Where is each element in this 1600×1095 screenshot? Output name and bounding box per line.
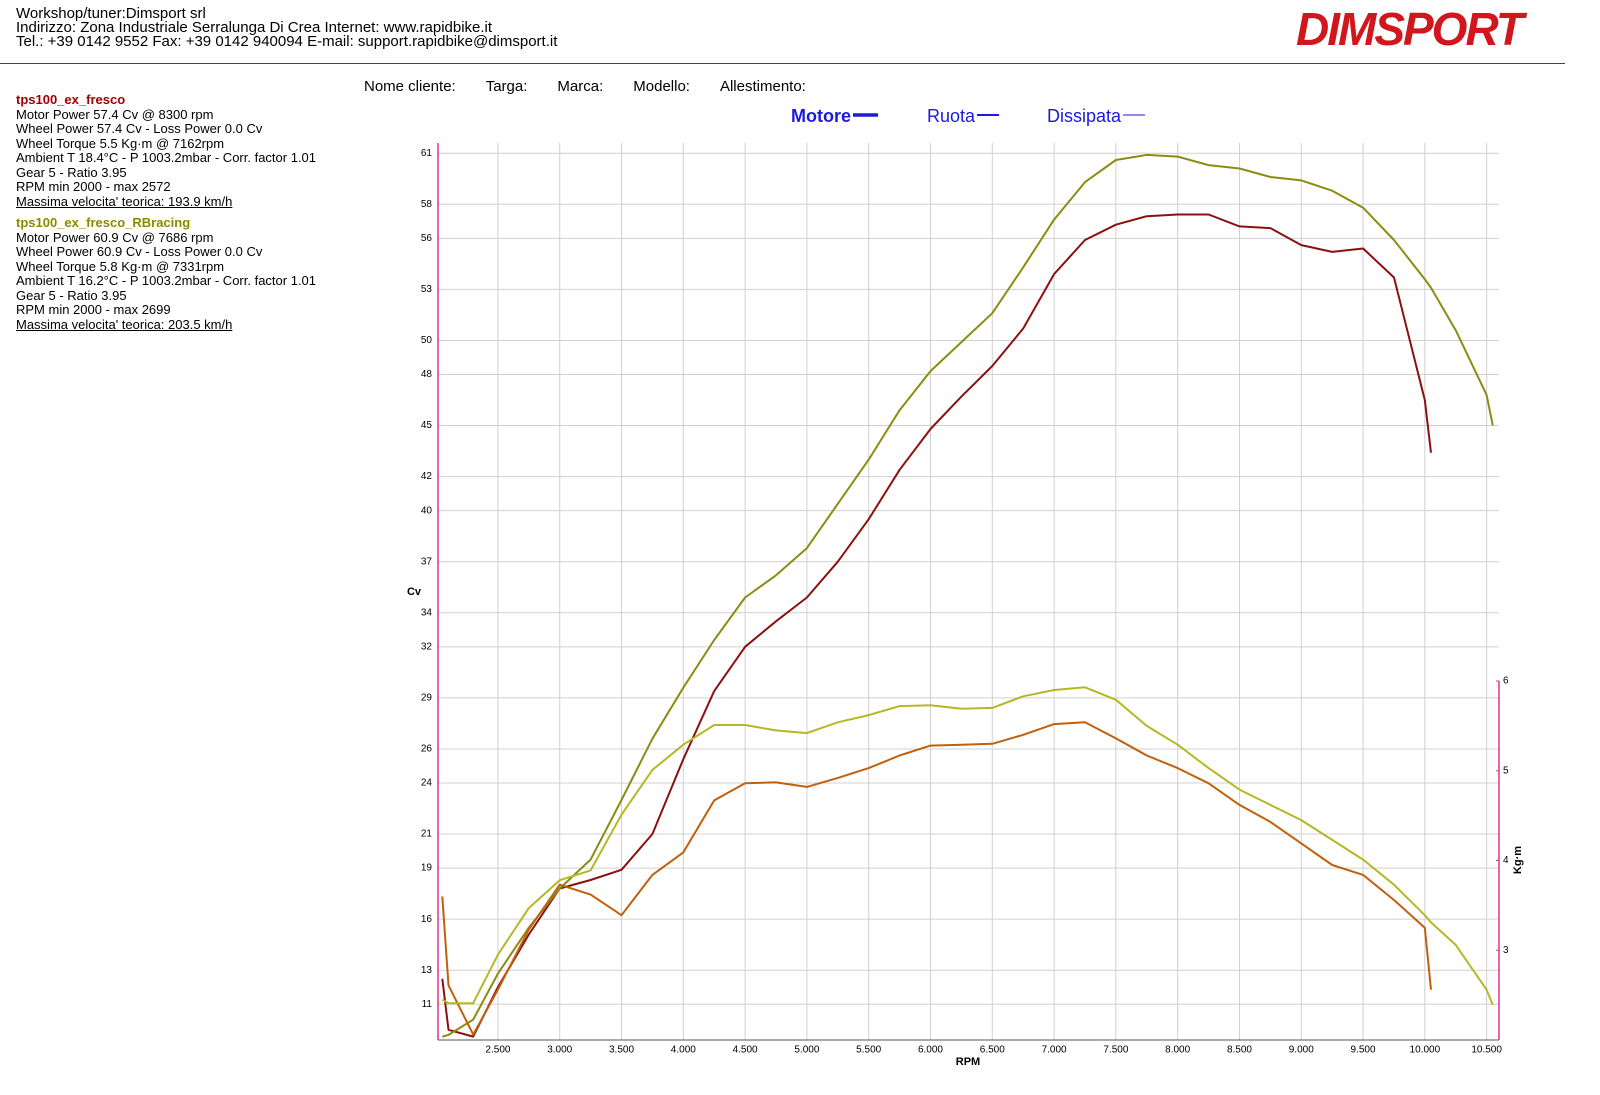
- header-line: Indirizzo: Zona Industriale Serralunga D…: [16, 19, 493, 36]
- y2-tick-label: 3: [1503, 945, 1509, 956]
- y-tick-label: 42: [421, 471, 433, 482]
- field: Nome cliente:: [364, 78, 456, 95]
- legend-label: Dissipata: [1047, 106, 1122, 126]
- y2-tick-label: 4: [1503, 855, 1509, 866]
- field: Modello:: [633, 78, 690, 95]
- y-tick-label: 48: [421, 369, 433, 380]
- y-tick-label: 16: [421, 914, 433, 925]
- run-line: Wheel Torque 5.5 Kg·m @ 7162rpm: [16, 135, 225, 151]
- x-tick-label: 2.500: [485, 1045, 510, 1056]
- run-name: tps100_ex_fresco_RBracing: [16, 215, 191, 230]
- y-tick-label: 50: [421, 335, 433, 346]
- series-line: [441, 686, 1494, 1006]
- y-tick-label: 58: [421, 199, 433, 210]
- x-tick-label: 9.500: [1351, 1045, 1376, 1056]
- run-line: Wheel Torque 5.8 Kg·m @ 7331rpm: [16, 258, 225, 274]
- field: Marca:: [557, 78, 604, 95]
- legend-label: Ruota: [927, 106, 976, 126]
- run-line: Motor Power 57.4 Cv @ 8300 rpm: [16, 106, 214, 122]
- run-line: Gear 5 - Ratio 3.95: [16, 287, 127, 303]
- y-tick-label: 45: [421, 420, 433, 431]
- x-tick-label: 8.500: [1227, 1045, 1252, 1056]
- y-tick-label: 53: [421, 284, 433, 295]
- x-tick-label: 10.500: [1471, 1045, 1502, 1056]
- y2-tick-label: 6: [1503, 676, 1509, 687]
- legend-label: Motore: [791, 106, 851, 126]
- y-tick-label: 40: [421, 505, 433, 516]
- y-tick-label: 26: [421, 744, 433, 755]
- run: tps100_ex_fresco_RBracing Motor Power 60.…: [16, 215, 317, 332]
- run-panel: tps100_ex_fresco Motor Power 57.4 Cv @ 83…: [16, 92, 317, 339]
- x-tick-label: 7.000: [1042, 1045, 1067, 1056]
- y-tick-label: 34: [421, 607, 433, 618]
- x-tick-label: 3.000: [547, 1045, 572, 1056]
- header-line: Tel.: +39 0142 9552 Fax: +39 0142 940094…: [16, 33, 558, 50]
- y2-tick-label: 5: [1503, 765, 1509, 776]
- y-axis-label: Cv: [407, 586, 422, 598]
- logo: DIMSPORT: [1296, 3, 1524, 55]
- run-line: RPM min 2000 - max 2572: [16, 179, 171, 194]
- x-tick-label: 3.500: [609, 1045, 634, 1056]
- run-line: Wheel Power 57.4 Cv - Loss Power 0.0 Cv: [16, 121, 263, 136]
- y-tick-label: 13: [421, 965, 433, 976]
- y-tick-label: 21: [421, 829, 433, 840]
- y-tick-label: 56: [421, 233, 433, 244]
- header-line: Workshop/tuner:Dimsport srl: [16, 5, 206, 22]
- x-tick-label: 5.000: [794, 1045, 819, 1056]
- run-line: Wheel Power 60.9 Cv - Loss Power 0.0 Cv: [16, 244, 263, 259]
- y-tick-label: 11: [422, 999, 433, 1010]
- x-tick-label: 7.500: [1103, 1045, 1128, 1056]
- x-tick-label: 6.500: [980, 1045, 1005, 1056]
- run-line: Gear 5 - Ratio 3.95: [16, 164, 127, 180]
- series-line: [441, 721, 1432, 1036]
- x-tick-label: 8.000: [1165, 1045, 1190, 1056]
- x-tick-label: 9.000: [1289, 1045, 1314, 1056]
- x-tick-label: 6.000: [918, 1045, 943, 1056]
- y-tick-label: 19: [421, 863, 433, 874]
- x-tick-label: 4.000: [671, 1045, 696, 1056]
- x-tick-label: 10.000: [1410, 1045, 1441, 1056]
- series-line: [441, 213, 1432, 1038]
- y-tick-label: 61: [421, 148, 433, 159]
- run-line: Massima velocita' teorica: 193.9 km/h: [16, 193, 233, 209]
- run-line: Ambient T 18.4°C - P 1003.2mbar - Corr. …: [16, 150, 317, 165]
- y-tick-label: 32: [421, 641, 433, 652]
- run: tps100_ex_fresco Motor Power 57.4 Cv @ 83…: [16, 92, 317, 209]
- run-line: Massima velocita' teorica: 203.5 km/h: [16, 316, 233, 332]
- field: Targa:: [485, 78, 528, 95]
- series-line: [442, 153, 1494, 1038]
- y-tick-label: 29: [421, 693, 433, 704]
- x-tick-label: 4.500: [733, 1045, 758, 1056]
- x-axis-label: RPM: [956, 1056, 980, 1068]
- y-tick-label: 24: [421, 778, 433, 789]
- y-tick-label: 37: [421, 556, 433, 567]
- y2-axis-label: Kg·m: [1512, 846, 1524, 874]
- header: Workshop/tuner:Dimsport srl Indirizzo: Z…: [16, 5, 558, 50]
- x-tick-label: 5.500: [856, 1045, 881, 1056]
- run-line: Motor Power 60.9 Cv @ 7686 rpm: [16, 229, 214, 245]
- run-name: tps100_ex_fresco: [16, 92, 126, 107]
- header-rule: [0, 63, 1565, 64]
- run-line: RPM min 2000 - max 2699: [16, 302, 171, 317]
- field: Allestimento:: [719, 78, 806, 95]
- customer-fields: Nome cliente: Targa: Marca: Modello: Allesti…: [364, 78, 836, 95]
- run-line: Ambient T 16.2°C - P 1003.2mbar - Corr. …: [16, 273, 317, 288]
